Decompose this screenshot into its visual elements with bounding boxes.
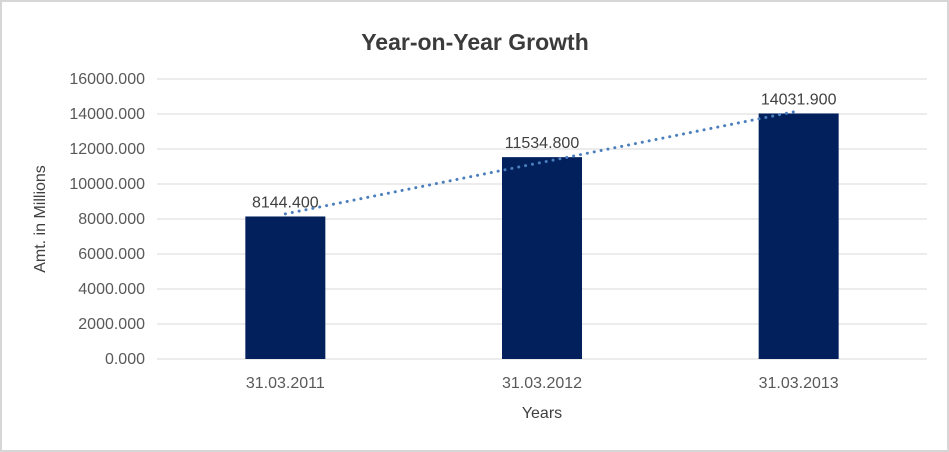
bar-value-label: 8144.400 xyxy=(252,194,319,211)
bar-value-label: 11534.800 xyxy=(505,135,580,152)
bars xyxy=(245,113,839,360)
y-tick-label: 4000.000 xyxy=(78,281,145,298)
x-tick-label: 31.03.2012 xyxy=(502,375,582,392)
y-tick-label: 6000.000 xyxy=(78,246,145,263)
x-axis-title: Years xyxy=(522,405,562,422)
y-tick-label: 14000.000 xyxy=(69,106,145,123)
y-tick-label: 2000.000 xyxy=(78,316,145,333)
y-tick-label: 12000.000 xyxy=(69,141,145,158)
bar xyxy=(502,157,582,359)
x-tick-label: 31.03.2011 xyxy=(246,375,325,392)
y-tick-label: 8000.000 xyxy=(78,211,145,228)
bar xyxy=(758,113,839,360)
y-axis-title: Amt. in Millions xyxy=(32,165,49,273)
x-tick-label: 31.03.2013 xyxy=(759,375,839,392)
value-labels: 8144.400 11534.800 14031.900 xyxy=(252,91,837,211)
bar xyxy=(245,216,326,359)
y-tick-label: 10000.000 xyxy=(69,176,145,193)
x-tick-labels: 31.03.2011 31.03.2012 31.03.2013 xyxy=(246,375,839,392)
y-tick-label: 0.000 xyxy=(105,351,145,368)
chart-title: Year-on-Year Growth xyxy=(361,29,589,55)
y-tick-labels: 0.000 2000.000 4000.000 6000.000 8000.000 100… xyxy=(69,71,145,368)
y-tick-label: 16000.000 xyxy=(69,71,145,88)
bar-value-label: 14031.900 xyxy=(761,91,837,108)
